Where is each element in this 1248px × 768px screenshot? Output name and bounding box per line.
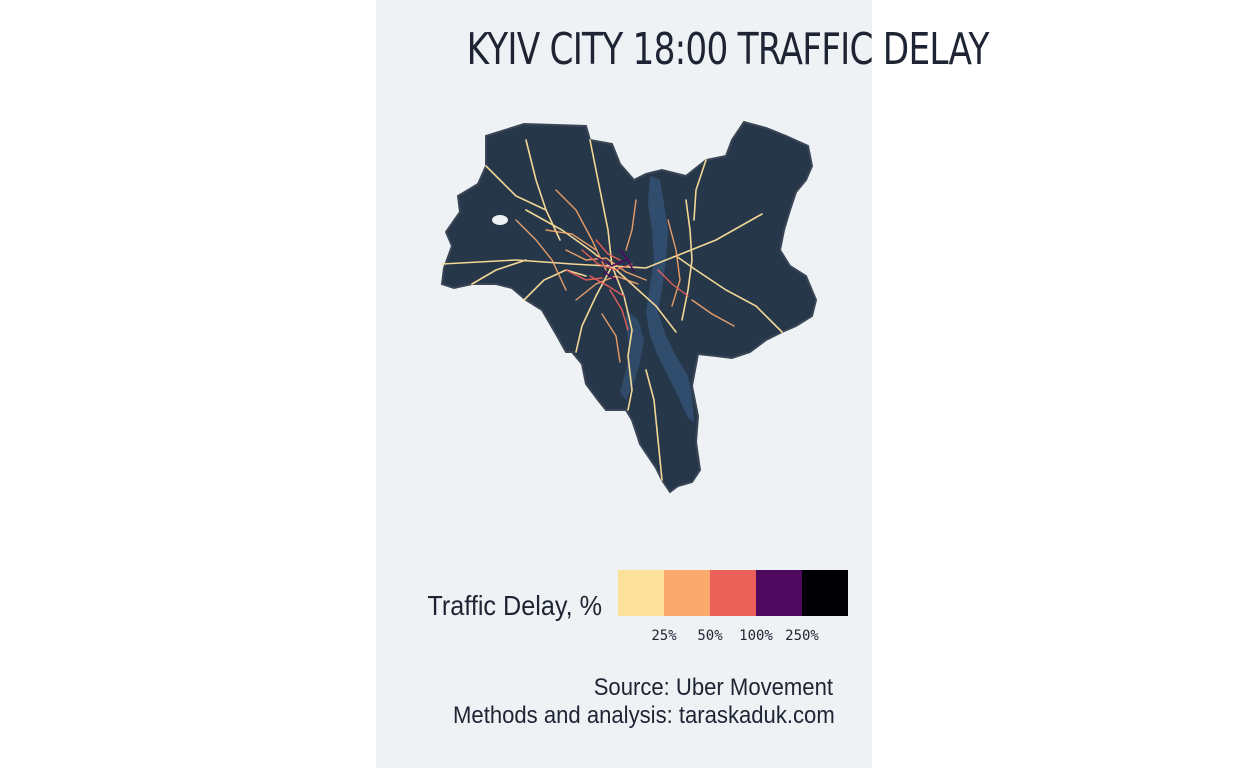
source-text: Source: Uber Movement	[593, 674, 833, 701]
kyiv-map	[440, 120, 818, 494]
river-branch	[620, 310, 644, 400]
legend-swatch-2	[664, 570, 710, 616]
legend-swatch-1	[618, 570, 664, 616]
legend-tick-label: 50%	[697, 628, 723, 644]
legend-title: Traffic Delay, %	[427, 590, 602, 621]
legend-ticks: 25% 50% 100% 250%	[618, 628, 848, 648]
legend-tick-label: 25%	[651, 628, 677, 644]
legend-tick-label: 100%	[739, 628, 773, 644]
legend-tick-label: 250%	[785, 628, 819, 644]
dnipro-river	[646, 176, 694, 422]
road-network	[441, 139, 783, 481]
legend-swatch-3	[710, 570, 756, 616]
map-title: KYIV CITY 18:00 TRAFFIC DELAY	[466, 24, 990, 75]
lake-island	[492, 215, 508, 225]
legend-swatch-5	[802, 570, 848, 616]
caption: Source: Uber Movement Methods and analys…	[420, 674, 835, 730]
legend-colorbar	[618, 570, 848, 616]
methods-text: Methods and analysis: taraskaduk.com	[453, 702, 835, 729]
legend-swatch-4	[756, 570, 802, 616]
